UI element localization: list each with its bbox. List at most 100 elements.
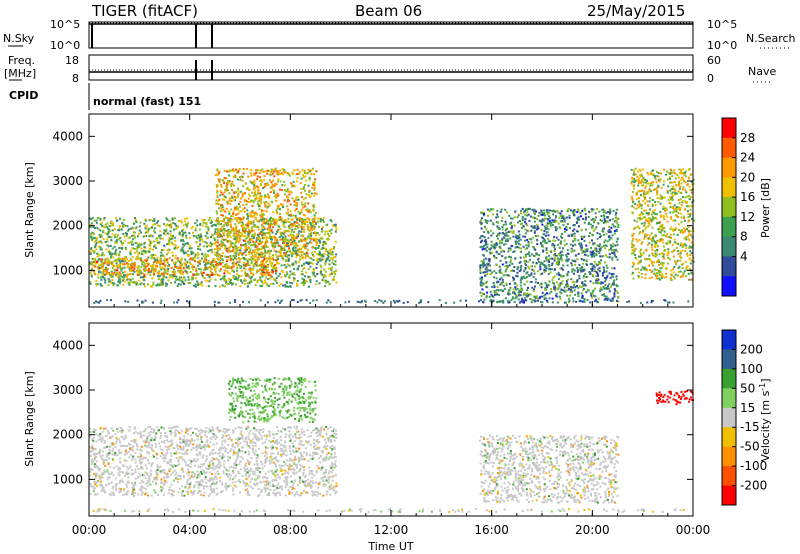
echo-cell — [321, 279, 324, 281]
echo-cell — [298, 224, 301, 227]
echo-cell — [110, 270, 113, 273]
echo-cell — [242, 172, 245, 175]
echo-cell — [527, 286, 529, 289]
echo-cell — [197, 273, 200, 276]
echo-cell — [182, 228, 185, 231]
echo-cell — [481, 211, 484, 214]
echo-cell — [299, 251, 302, 254]
echo-cell — [505, 232, 508, 234]
echo-cell — [174, 261, 177, 264]
echo-cell — [223, 275, 226, 278]
echo-cell — [572, 244, 574, 247]
echo-cell — [546, 209, 549, 212]
echo-cell — [606, 255, 609, 258]
echo-cell — [227, 217, 230, 220]
echo-cell — [637, 190, 640, 193]
echo-cell — [274, 233, 277, 236]
echo-cell — [515, 243, 518, 246]
echo-cell — [217, 228, 220, 231]
echo-cell — [168, 243, 171, 246]
echo-cell — [176, 247, 179, 250]
echo-cell — [492, 223, 495, 226]
echo-cell — [107, 272, 110, 275]
echo-cell — [481, 248, 484, 251]
echo-cell — [274, 244, 277, 247]
echo-cell — [588, 210, 591, 213]
echo-cell — [159, 282, 162, 285]
echo-cell — [681, 201, 684, 204]
echo-cell — [246, 215, 249, 218]
echo-cell — [247, 241, 249, 243]
echo-cell — [99, 218, 102, 220]
echo-cell — [579, 212, 582, 215]
echo-cell — [111, 275, 114, 278]
echo-cell — [248, 251, 251, 254]
echo-cell — [573, 289, 576, 292]
echo-cell — [192, 235, 195, 237]
echo-cell — [669, 206, 672, 209]
echo-cell — [278, 236, 281, 239]
echo-cell — [106, 238, 109, 241]
echo-cell — [118, 247, 121, 249]
echo-cell — [272, 168, 274, 171]
echo-cell — [174, 254, 177, 257]
echo-cell — [584, 284, 587, 287]
echo-cell — [176, 226, 179, 229]
echo-cell — [167, 224, 170, 227]
echo-cell — [672, 233, 675, 236]
echo-cell — [150, 256, 153, 259]
echo-cell — [161, 249, 163, 252]
echo-cell — [522, 225, 525, 228]
echo-cell — [233, 192, 236, 195]
echo-cell — [269, 235, 272, 238]
echo-cell — [284, 189, 286, 192]
echo-cell — [247, 197, 250, 200]
echo-cell — [616, 292, 619, 294]
echo-cell — [246, 187, 248, 190]
echo-cell — [244, 254, 247, 257]
echo-cell — [97, 245, 100, 248]
echo-cell — [221, 179, 224, 182]
echo-cell — [89, 261, 92, 264]
echo-cell — [521, 207, 524, 210]
echo-cell — [219, 220, 222, 222]
echo-cell — [271, 261, 274, 264]
echo-cell — [245, 203, 248, 206]
echo-cell — [143, 270, 146, 272]
echo-cell — [90, 234, 93, 237]
echo-cell — [552, 239, 555, 242]
echo-cell — [121, 276, 124, 278]
echo-cell — [602, 272, 605, 274]
echo-cell — [581, 285, 583, 288]
echo-cell — [179, 264, 182, 267]
echo-cell — [193, 258, 196, 260]
echo-cell — [119, 266, 122, 269]
echo-cell — [115, 248, 118, 251]
echo-cell — [133, 270, 136, 273]
echo-cell — [565, 242, 568, 245]
echo-cell — [162, 273, 165, 276]
echo-cell — [305, 271, 307, 274]
echo-cell — [261, 245, 264, 248]
echo-cell — [644, 187, 647, 190]
echo-cell — [533, 288, 536, 291]
echo-cell — [551, 279, 554, 282]
echo-cell — [606, 274, 609, 277]
echo-cell — [610, 285, 612, 288]
echo-cell — [157, 261, 160, 264]
echo-cell — [530, 301, 533, 304]
echo-cell — [501, 278, 504, 281]
echo-cell — [239, 247, 242, 250]
echo-cell — [561, 254, 564, 257]
echo-cell — [257, 247, 260, 250]
echo-cell — [215, 202, 218, 205]
echo-cell — [510, 221, 513, 224]
echo-cell — [244, 246, 247, 249]
echo-cell — [224, 245, 227, 248]
echo-cell — [649, 269, 651, 272]
echo-cell — [165, 228, 168, 231]
echo-cell — [492, 295, 495, 298]
echo-cell — [611, 249, 614, 252]
echo-cell — [611, 283, 614, 286]
echo-cell — [537, 282, 540, 284]
